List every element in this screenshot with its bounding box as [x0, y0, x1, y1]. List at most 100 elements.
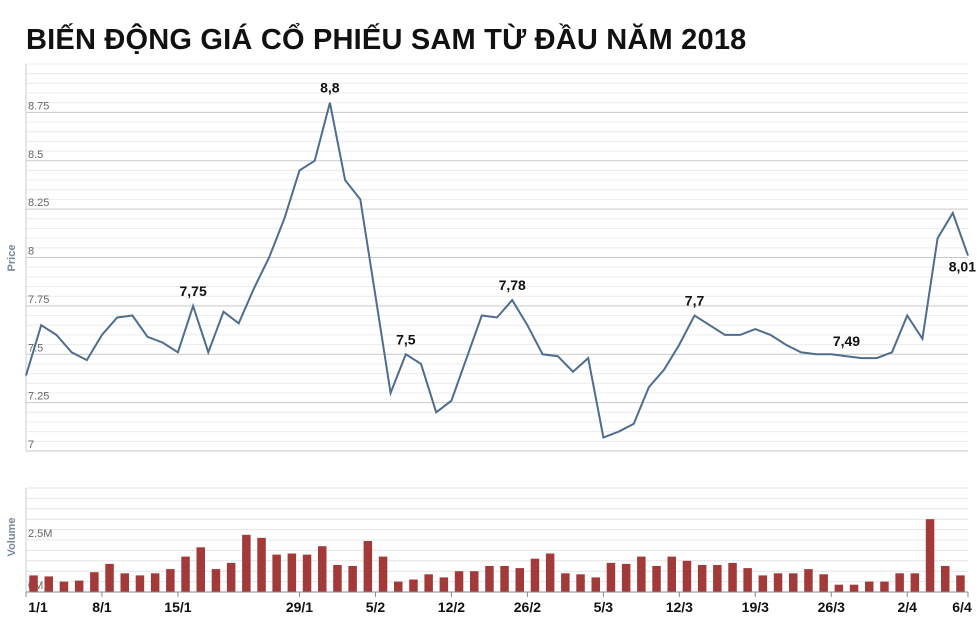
- price-y-tick-label: 8.5: [28, 149, 43, 161]
- price-data-label: 7,7: [685, 293, 705, 309]
- x-tick-label: 12/3: [666, 599, 693, 615]
- volume-bar: [348, 566, 357, 592]
- volume-bar: [804, 569, 813, 592]
- price-data-label: 7,5: [396, 331, 416, 347]
- price-y-tick-label: 7: [28, 439, 34, 451]
- x-axis: 1/1 8/1 15/1 29/1 5/2 12/2 26/2 5/3 12/3 19/3 26/3…: [25, 591, 972, 615]
- volume-bar: [485, 566, 494, 592]
- volume-bar: [728, 562, 737, 592]
- volume-bar: [272, 554, 281, 592]
- volume-bar: [333, 565, 342, 592]
- price-grid: [25, 63, 968, 452]
- volume-bar: [59, 581, 69, 592]
- volume-bar: [44, 576, 53, 592]
- volume-bar: [135, 575, 145, 592]
- price-y-ticks: 7 7.25 7.5 7.75 8 8.25 8.5 8.75: [28, 100, 49, 451]
- volume-bar: [302, 554, 312, 592]
- volume-bar: [606, 562, 616, 592]
- x-tick-label: 5/3: [594, 599, 614, 615]
- x-tick-label: 6/4: [952, 599, 972, 615]
- price-y-tick-label: 8.75: [28, 100, 49, 112]
- volume-panel: 0M2.5M Volume: [6, 487, 968, 593]
- volume-bar: [621, 563, 631, 592]
- volume-bar: [105, 563, 114, 592]
- price-y-tick-label: 8.25: [28, 197, 49, 209]
- volume-bar: [697, 565, 707, 592]
- volume-bar: [591, 577, 600, 592]
- volume-bar: [849, 584, 859, 592]
- volume-bar: [637, 556, 646, 592]
- volume-bar: [895, 573, 904, 592]
- volume-bar: [576, 574, 585, 592]
- x-tick-label: 15/1: [164, 599, 191, 615]
- price-axis-title: Price: [6, 245, 18, 272]
- volume-bar: [242, 534, 251, 592]
- price-y-tick-label: 8: [28, 246, 34, 258]
- volume-bar: [530, 558, 540, 592]
- x-tick-label: 2/4: [897, 599, 917, 615]
- x-tick-label: 12/2: [438, 599, 465, 615]
- volume-bar: [196, 547, 205, 592]
- price-data-labels: 7,75 8,8 7,5 7,78 7,7 7,49 8,01: [180, 80, 977, 349]
- volume-bar: [454, 571, 464, 592]
- price-data-label: 7,49: [833, 333, 860, 349]
- volume-bar: [652, 566, 661, 592]
- volume-bar: [667, 556, 676, 592]
- volume-bar: [257, 537, 266, 592]
- volume-bar: [713, 565, 722, 592]
- volume-bar: [287, 553, 297, 592]
- volume-bar: [743, 568, 752, 592]
- volume-bar: [439, 577, 449, 592]
- volume-bar: [956, 575, 965, 592]
- volume-bars: [29, 519, 965, 592]
- x-tick-label: 26/3: [818, 599, 845, 615]
- volume-y-tick-label: 2.5M: [28, 528, 52, 540]
- volume-bar: [941, 566, 950, 592]
- volume-bar: [318, 546, 327, 592]
- volume-axis-title: Volume: [6, 518, 18, 557]
- price-data-label: 7,75: [180, 283, 207, 299]
- volume-bar: [773, 573, 783, 592]
- volume-bar: [789, 573, 798, 592]
- x-tick-label: 5/2: [366, 599, 386, 615]
- volume-bar: [226, 562, 236, 592]
- volume-bar: [880, 581, 889, 592]
- volume-bar: [409, 579, 418, 592]
- price-y-tick-label: 7.25: [28, 391, 49, 403]
- volume-bar: [181, 556, 190, 592]
- volume-bar: [166, 569, 175, 592]
- price-series-line: [25, 102, 969, 439]
- volume-bar: [424, 574, 433, 592]
- x-tick-label: 8/1: [92, 599, 112, 615]
- price-data-label: 8,01: [949, 259, 976, 275]
- volume-bar: [682, 560, 692, 592]
- price-data-label: 8,8: [320, 80, 340, 96]
- volume-bar: [500, 566, 509, 592]
- price-y-tick-label: 7.75: [28, 294, 49, 306]
- chart-title: BIẾN ĐỘNG GIÁ CỔ PHIẾU SAM TỪ ĐẦU NĂM 20…: [26, 24, 747, 56]
- volume-bar: [758, 575, 768, 592]
- volume-bar: [910, 573, 920, 592]
- volume-bar: [925, 519, 935, 592]
- x-tick-label: 29/1: [286, 599, 313, 615]
- volume-bar: [120, 573, 129, 592]
- volume-bar: [470, 571, 479, 592]
- volume-bar: [819, 574, 828, 592]
- volume-bar: [865, 581, 874, 592]
- volume-bar: [394, 581, 403, 592]
- volume-bar: [363, 541, 373, 592]
- volume-bar: [515, 568, 524, 592]
- volume-bar: [378, 556, 388, 592]
- volume-bar: [834, 584, 844, 592]
- x-tick-label: 1/1: [28, 599, 48, 615]
- price-panel: 7 7.25 7.5 7.75 8 8.25 8.5 8.75 Price 7,75 8,8 7,…: [6, 63, 977, 452]
- volume-bar: [150, 573, 160, 592]
- price-y-tick-label: 7.5: [28, 342, 43, 354]
- volume-bar: [74, 580, 84, 592]
- volume-bar: [90, 572, 99, 592]
- volume-bar: [561, 573, 570, 592]
- x-tick-label: 19/3: [742, 599, 769, 615]
- volume-bar: [29, 575, 38, 592]
- volume-bar: [211, 569, 221, 592]
